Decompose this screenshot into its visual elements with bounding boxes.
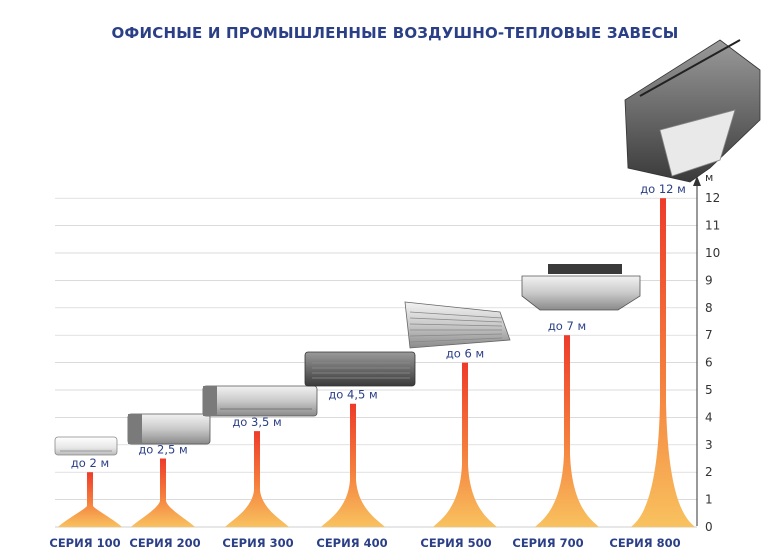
y-axis-arrow-icon — [693, 176, 701, 186]
air-jets — [58, 198, 695, 527]
unit-series-300-icon — [202, 385, 318, 417]
chart-title: ОФИСНЫЕ И ПРОМЫШЛЕННЫЕ ВОЗДУШНО-ТЕПЛОВЫЕ… — [111, 24, 678, 42]
value-label: до 7 м — [548, 319, 586, 333]
unit-series-700-icon — [521, 264, 641, 311]
y-tick-label: 5 — [705, 383, 713, 397]
value-labels: до 2 м до 2,5 м до 3,5 м до 4,5 м до 6 м до 7… — [71, 182, 686, 470]
y-tick-label: 1 — [705, 493, 713, 507]
air-jet-bar — [58, 472, 122, 527]
y-tick-label: 11 — [705, 219, 720, 233]
y-tick-label: 10 — [705, 246, 720, 260]
y-tick-label: 7 — [705, 328, 713, 342]
air-jet-bar — [433, 362, 497, 527]
product-images — [54, 39, 761, 456]
category-label: СЕРИЯ 200 — [129, 536, 200, 550]
y-tick-label: 3 — [705, 438, 713, 452]
value-label: до 2 м — [71, 456, 109, 470]
unit-series-200-icon — [127, 413, 211, 445]
air-jet-bar — [535, 335, 599, 527]
value-label: до 3,5 м — [232, 415, 281, 429]
value-label: до 4,5 м — [328, 388, 377, 402]
value-label: до 2,5 м — [138, 443, 187, 457]
category-labels: СЕРИЯ 100 СЕРИЯ 200 СЕРИЯ 300 СЕРИЯ 400 СЕРИ… — [49, 536, 680, 550]
category-label: СЕРИЯ 700 — [512, 536, 583, 550]
category-label: СЕРИЯ 800 — [609, 536, 680, 550]
y-tick-label: 9 — [705, 273, 713, 287]
category-label: СЕРИЯ 300 — [222, 536, 293, 550]
unit-series-500-icon — [404, 301, 511, 349]
y-tick-label: 4 — [705, 410, 713, 424]
value-label: до 12 м — [640, 182, 686, 196]
y-tick-label: 8 — [705, 301, 713, 315]
y-axis: м — [693, 171, 713, 526]
value-label: до 6 м — [446, 347, 484, 361]
air-jet-bar — [225, 431, 289, 527]
y-tick-label: 12 — [705, 191, 720, 205]
air-jet-bar — [321, 403, 385, 527]
unit-series-100-icon — [54, 436, 118, 456]
unit-series-800-icon — [624, 39, 761, 183]
unit-series-400-icon — [304, 351, 416, 387]
air-jet-bar — [131, 458, 195, 527]
category-label: СЕРИЯ 400 — [316, 536, 387, 550]
air-jet-bar — [631, 198, 695, 527]
category-label: СЕРИЯ 500 — [420, 536, 491, 550]
y-axis-unit: м — [705, 171, 713, 184]
y-tick-label: 6 — [705, 356, 713, 370]
y-tick-label: 2 — [705, 465, 713, 479]
category-label: СЕРИЯ 100 — [49, 536, 120, 550]
y-tick-label: 0 — [705, 520, 713, 534]
